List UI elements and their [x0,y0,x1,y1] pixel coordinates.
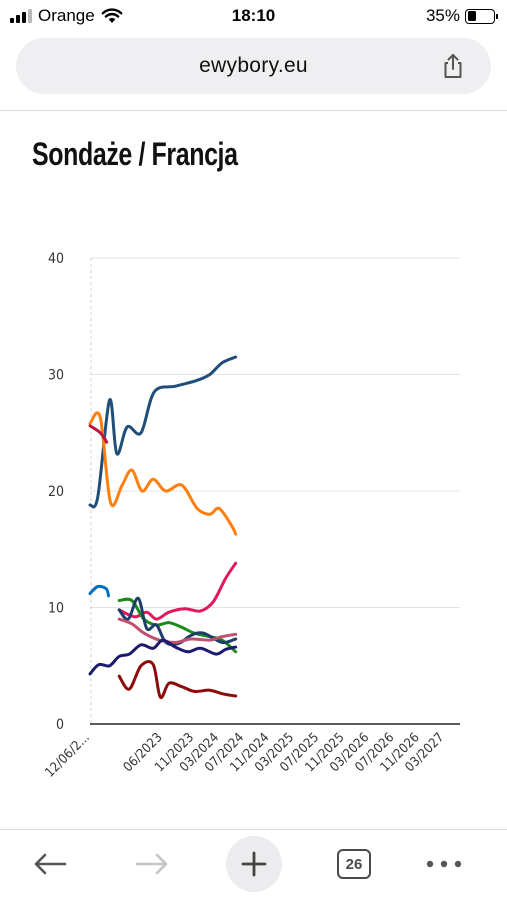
tabs-icon[interactable]: 26 [337,849,371,879]
battery-icon [465,8,498,24]
arrow-right-icon[interactable] [134,852,170,876]
y-axis-ticks: 0 10 20 30 40 [48,251,64,733]
forward-button[interactable] [126,842,178,886]
series-line-4 [88,584,110,598]
divider [0,829,507,830]
back-button[interactable] [24,842,76,886]
y-tick-label: 30 [48,368,64,384]
clock: 18:10 [231,6,276,25]
battery-percent: 35% [425,6,460,25]
poll-line-chart: 0 10 20 30 40 12/06/2... 06/202311/202303/202… [42,251,460,781]
series-line-2 [88,411,238,536]
arrow-left-icon[interactable] [32,852,68,876]
page-title: Sondaże / Francja [32,136,238,172]
tabs-button[interactable]: 26 [328,842,380,886]
ellipsis-icon[interactable] [424,859,464,869]
x-tick-label: 12/06/2... [42,730,92,780]
series-line-3 [88,424,109,444]
y-tick-label: 20 [48,484,64,500]
status-bar: Orange 18:10 35% [0,0,507,34]
signal-strength-icon [10,9,32,23]
series-line-5 [117,561,238,621]
share-icon[interactable] [439,52,467,80]
carrier-name: Orange [38,6,95,25]
y-tick-label: 0 [56,717,64,733]
series-line-8 [117,617,238,644]
divider [0,110,507,111]
url-text[interactable]: ewybory.eu [199,54,308,77]
battery-level [467,11,477,21]
gridlines [90,257,460,724]
series-line-10 [117,660,238,700]
more-button[interactable] [418,842,470,886]
plus-icon[interactable] [240,850,268,878]
series-lines [88,355,238,700]
battery-group: 35% [425,6,498,26]
y-tick-label: 40 [48,251,64,267]
carrier-group: Orange [10,6,123,26]
browser-toolbar: 26 [0,830,507,900]
y-tick-label: 10 [48,601,64,617]
new-tab-button[interactable] [226,836,282,892]
series-line-9 [88,638,238,676]
series-line-1 [88,355,238,509]
address-bar[interactable]: ewybory.eu [16,38,491,94]
wifi-icon [101,8,123,23]
x-axis-ticks: 12/06/2... 06/202311/202303/202407/202411… [42,730,447,780]
tab-count: 26 [345,855,363,873]
